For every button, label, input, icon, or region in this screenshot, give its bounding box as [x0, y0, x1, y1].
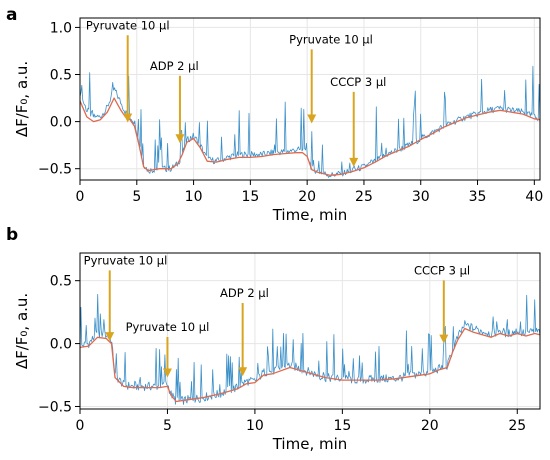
x-tick-label: 15: [333, 418, 351, 434]
x-tick-label: 5: [163, 418, 172, 434]
panel-letter: a: [6, 5, 17, 25]
x-tick-label: 25: [508, 418, 526, 434]
y-tick-label: −0.5: [38, 162, 72, 178]
annotation-arrow-head: [175, 134, 185, 144]
x-tick-label: 35: [469, 189, 487, 205]
x-tick-label: 10: [246, 418, 264, 434]
x-tick-label: 0: [76, 418, 85, 434]
annotation: Pyruvate 10 μl: [126, 320, 210, 378]
x-tick-label: 25: [355, 189, 373, 205]
axes-frame: [79, 17, 541, 181]
smoothed-trace-line: [79, 327, 541, 403]
annotation: Pyruvate 10 μl: [86, 18, 170, 123]
annotation-arrow-head: [349, 157, 359, 167]
y-tick-label: 0.5: [50, 68, 72, 84]
annotation: ADP 2 μl: [150, 59, 199, 144]
grid-lines: [79, 18, 540, 180]
y-tick-label: 0.0: [50, 337, 72, 353]
x-tick-label: 5: [132, 189, 141, 205]
annotation-arrow-head: [238, 367, 248, 377]
annotation-arrow-head: [439, 334, 449, 344]
annotation-arrow-head: [307, 114, 317, 124]
annotation-label: Pyruvate 10 μl: [86, 18, 170, 32]
annotation-label: ADP 2 μl: [150, 59, 199, 73]
annotation: Pyruvate 10 μl: [84, 253, 168, 342]
x-tick-label: 30: [412, 189, 430, 205]
annotation-label: Pyruvate 10 μl: [289, 32, 373, 46]
x-axis-title: Time, min: [272, 206, 348, 224]
panel-b-chart: 0 5 10 15 20 25 −0.5 0.0 0.5 Time, min ΔF/F₀, a.u.…: [6, 225, 541, 453]
y-tick-label: 0.0: [50, 115, 72, 131]
x-tick-label: 0: [76, 189, 85, 205]
x-tick-label: 40: [525, 189, 543, 205]
annotation: CCCP 3 μl: [330, 75, 386, 167]
x-tick-label: 20: [298, 189, 316, 205]
x-tick-label: 20: [421, 418, 439, 434]
axes-frame: [79, 252, 541, 410]
annotation-arrow-head: [123, 113, 133, 123]
annotation-label: ADP 2 μl: [220, 286, 269, 300]
panel-letter: b: [6, 225, 18, 245]
y-axis-title: ΔF/F₀, a.u.: [13, 293, 31, 369]
x-tick-label: 15: [241, 189, 259, 205]
y-tick-label: −0.5: [38, 399, 72, 415]
annotation: ADP 2 μl: [220, 286, 269, 377]
annotation-label: CCCP 3 μl: [330, 75, 386, 89]
y-axis-title: ΔF/F₀, a.u.: [13, 61, 31, 137]
x-tick-label: 10: [185, 189, 203, 205]
annotation-arrow-head: [162, 368, 172, 378]
raw-trace-line: [79, 294, 541, 405]
annotation-label: CCCP 3 μl: [414, 263, 470, 277]
smoothed-trace-line: [79, 97, 541, 176]
annotation-label: Pyruvate 10 μl: [84, 253, 168, 267]
annotation: CCCP 3 μl: [414, 263, 470, 344]
annotation: Pyruvate 10 μl: [289, 32, 373, 124]
annotation-label: Pyruvate 10 μl: [126, 320, 210, 334]
annotation-arrow-head: [105, 332, 115, 342]
y-tick-label: 1.0: [50, 20, 72, 36]
panel-a-chart: 0 5 10 15 20 25 30 35 40 −0.5 0.0 0.5 1.0 Time, min ΔF…: [6, 5, 543, 224]
y-tick-label: 0.5: [50, 274, 72, 290]
x-axis-title: Time, min: [272, 435, 348, 453]
